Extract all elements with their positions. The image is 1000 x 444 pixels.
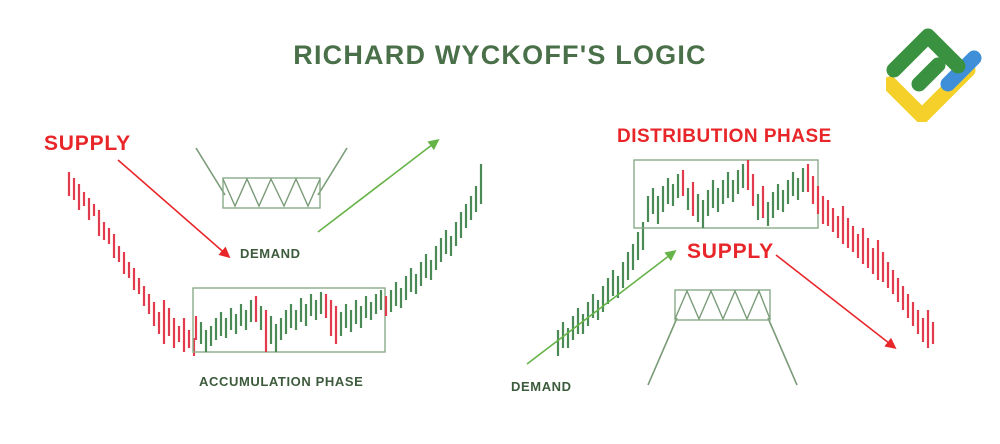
distribution-phase-label: DISTRIBUTION PHASE (617, 126, 832, 147)
right-panel (526, 159, 935, 386)
accumulation-phase-label: ACCUMULATION PHASE (199, 374, 364, 389)
right-schematic-line (647, 317, 798, 386)
left-supply-arrow (117, 159, 231, 259)
accumulation-phase-box (192, 287, 386, 353)
right-supply-label: SUPPLY (687, 240, 774, 263)
liteforex-logo[interactable] (886, 22, 986, 122)
left-schematic-line (195, 147, 348, 196)
right-uptrend-candles (556, 222, 645, 356)
logo-green-f (886, 28, 966, 92)
left-downtrend-candles (67, 172, 196, 356)
left-panel (67, 139, 483, 356)
right-downtrend-candles (826, 200, 935, 348)
right-demand-arrow (526, 250, 677, 365)
left-supply-label: SUPPLY (44, 132, 131, 155)
accumulation-candles-down (194, 294, 388, 352)
left-uptrend-candles (389, 164, 483, 312)
page-title: RICHARD WYCKOFF'S LOGIC (293, 40, 707, 70)
left-demand-label: DEMAND (240, 246, 301, 261)
distribution-phase-box (633, 159, 819, 229)
accumulation-candles-up (199, 290, 383, 352)
left-demand-arrow (317, 139, 440, 233)
left-schematic-box (222, 177, 321, 209)
right-demand-label: DEMAND (511, 379, 572, 394)
distribution-candles-up (646, 164, 805, 228)
right-schematic-box (674, 289, 771, 321)
distribution-candles-down (681, 160, 825, 224)
right-supply-arrow (775, 254, 897, 349)
